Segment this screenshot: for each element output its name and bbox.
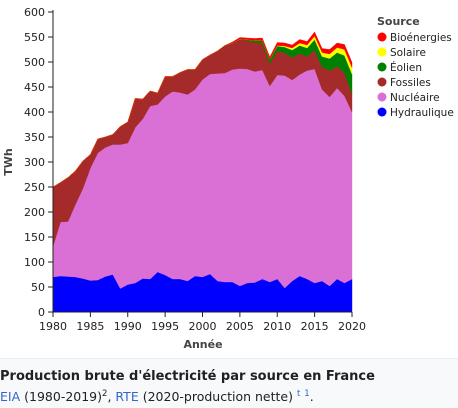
y-axis-title: TWh: [2, 148, 15, 175]
x-tick-label: 2005: [226, 320, 254, 333]
legend-item-solaire: Solaire: [377, 47, 426, 59]
caption-sources: EIA (1980-2019)2, RTE (2020-production n…: [0, 385, 458, 406]
legend-swatch: [377, 107, 387, 117]
x-tick-label: 2010: [263, 320, 291, 333]
rte-link[interactable]: RTE: [115, 389, 139, 405]
chart-areas: [52, 31, 353, 313]
y-tick-label: 450: [24, 81, 45, 94]
area-nucleaire: [52, 68, 353, 289]
caption-end: .: [309, 389, 314, 405]
rte-ref-number[interactable]: 1: [304, 389, 310, 399]
x-tick-label: 2000: [189, 320, 217, 333]
legend-label: Bioénergies: [390, 32, 452, 44]
y-tick-label: 150: [24, 231, 45, 244]
legend-item-hydraulique: Hydraulique: [377, 107, 454, 119]
y-tick-label: 250: [24, 181, 45, 194]
y-tick-label: 600: [24, 6, 45, 19]
legend-swatch: [377, 77, 387, 87]
separator: ,: [107, 389, 112, 405]
production-chart: 0 50 100 150 200 250 300 350 400 450 500 550 600 1980…: [2, 6, 454, 351]
y-tick-label: 200: [24, 206, 45, 219]
x-tick-label: 1990: [114, 320, 142, 333]
x-tick-label: 1980: [39, 320, 67, 333]
legend-label: Éolien: [390, 61, 422, 74]
legend-label: Hydraulique: [390, 107, 454, 119]
legend-swatch: [377, 62, 387, 72]
caption-title: Production brute d'électricité par sourc…: [0, 369, 375, 384]
y-tick-label: 100: [24, 256, 45, 269]
x-tick-label: 1995: [151, 320, 179, 333]
chart-container: 0 50 100 150 200 250 300 350 400 450 500 550 600 1980…: [2, 6, 454, 351]
legend-swatch: [377, 32, 387, 42]
y-tick-label: 400: [24, 106, 45, 119]
eia-link[interactable]: EIA: [0, 389, 21, 405]
legend-label: Nucléaire: [390, 92, 440, 104]
x-axis-title: Année: [183, 338, 222, 351]
legend: Source Bioénergies Solaire Éolien Fossiles N…: [377, 15, 454, 119]
x-tick-label: 2015: [301, 320, 329, 333]
y-tick-label: 0: [38, 306, 45, 319]
y-tick-label: 500: [24, 56, 45, 69]
legend-label: Fossiles: [390, 77, 431, 89]
legend-label: Solaire: [390, 47, 426, 59]
legend-swatch: [377, 47, 387, 57]
legend-item-eolien: Éolien: [377, 61, 422, 74]
legend-item-nucleaire: Nucléaire: [377, 92, 440, 104]
x-tick-label: 1985: [76, 320, 104, 333]
rte-text: (2020-production nette): [142, 389, 293, 405]
y-tick-label: 350: [24, 131, 45, 144]
legend-item-bioenergies: Bioénergies: [377, 32, 452, 44]
y-tick-label: 300: [24, 156, 45, 169]
chart-axes: 0 50 100 150 200 250 300 350 400 450 500 550 600 1980…: [24, 6, 366, 333]
legend-title: Source: [377, 15, 420, 28]
rte-ref-letter[interactable]: t: [296, 389, 301, 399]
area-bioenergies: [52, 31, 353, 188]
x-tick-label: 2020: [338, 320, 366, 333]
legend-item-fossiles: Fossiles: [377, 77, 431, 89]
legend-swatch: [377, 92, 387, 102]
eia-years: (1980-2019): [24, 389, 103, 405]
eia-ref[interactable]: 2: [102, 389, 108, 399]
y-tick-label: 550: [24, 31, 45, 44]
figure-caption: Production brute d'électricité par sourc…: [0, 358, 458, 408]
y-tick-label: 50: [31, 281, 45, 294]
